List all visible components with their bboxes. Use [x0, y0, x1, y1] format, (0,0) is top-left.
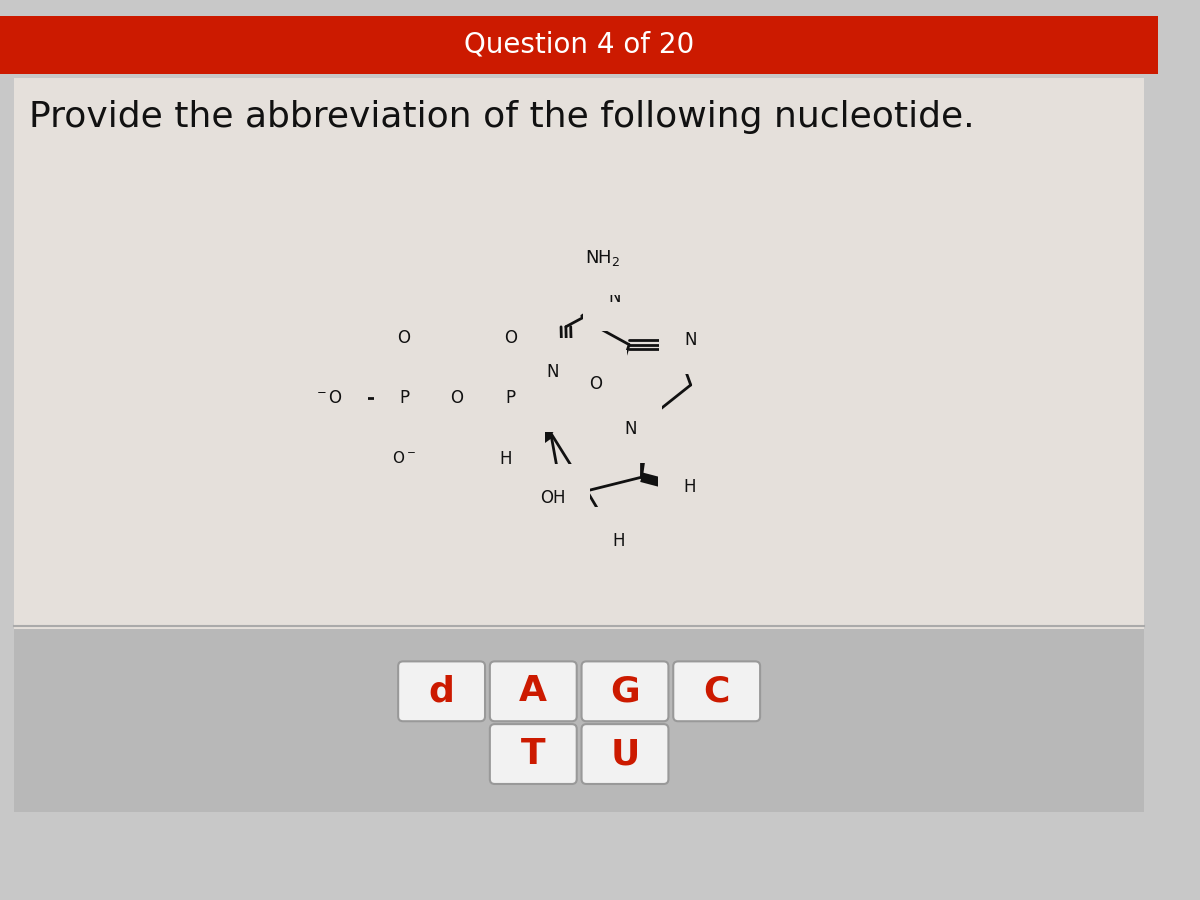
- Text: C: C: [703, 674, 730, 708]
- FancyBboxPatch shape: [14, 78, 1144, 812]
- Text: H: H: [499, 450, 511, 468]
- Text: H: H: [612, 532, 625, 550]
- Text: U: U: [611, 737, 640, 771]
- Text: O: O: [397, 329, 410, 347]
- Text: G: G: [610, 674, 640, 708]
- Text: O$^-$: O$^-$: [392, 450, 416, 466]
- Text: N: N: [624, 420, 637, 438]
- Text: OH: OH: [540, 489, 565, 507]
- FancyBboxPatch shape: [673, 662, 760, 721]
- FancyBboxPatch shape: [582, 724, 668, 784]
- Text: NH$_2$: NH$_2$: [586, 248, 620, 268]
- FancyBboxPatch shape: [0, 15, 1158, 74]
- Text: P: P: [505, 389, 515, 407]
- FancyBboxPatch shape: [582, 662, 668, 721]
- Text: O: O: [530, 389, 544, 407]
- Text: A: A: [520, 674, 547, 708]
- Text: H: H: [684, 478, 696, 496]
- Text: T: T: [521, 737, 546, 771]
- FancyBboxPatch shape: [14, 628, 1144, 812]
- Text: O: O: [504, 329, 517, 347]
- FancyBboxPatch shape: [490, 662, 577, 721]
- Text: d: d: [428, 674, 455, 708]
- Text: Provide the abbreviation of the following nucleotide.: Provide the abbreviation of the followin…: [29, 100, 974, 134]
- FancyBboxPatch shape: [490, 724, 577, 784]
- Text: O$^-$: O$^-$: [498, 450, 522, 466]
- Text: N: N: [547, 363, 559, 381]
- Text: Question 4 of 20: Question 4 of 20: [464, 31, 695, 58]
- Text: O: O: [450, 389, 463, 407]
- Text: P: P: [398, 389, 409, 407]
- FancyBboxPatch shape: [398, 662, 485, 721]
- Text: N: N: [608, 288, 620, 306]
- Text: O: O: [589, 375, 602, 393]
- Text: N: N: [684, 331, 696, 349]
- Text: $^-$O: $^-$O: [314, 389, 343, 407]
